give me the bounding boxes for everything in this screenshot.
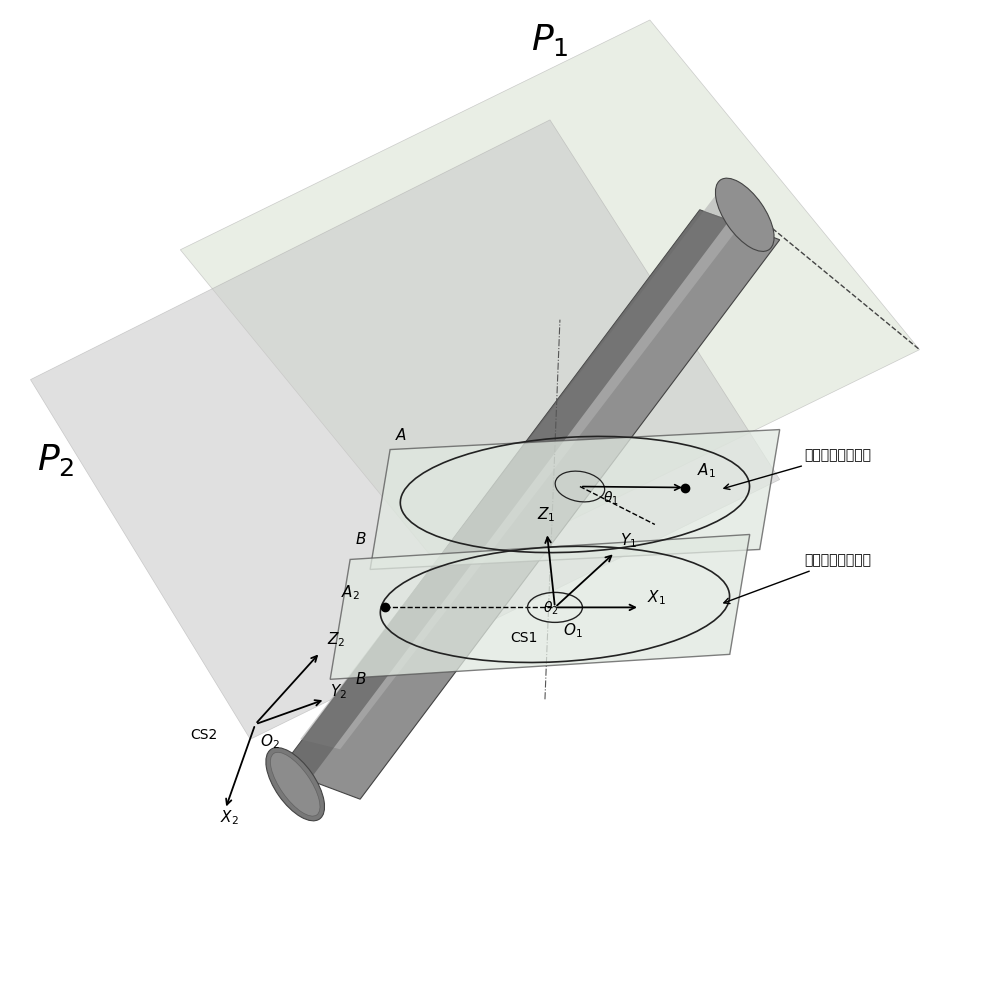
Text: $O_2$: $O_2$: [260, 732, 280, 751]
Polygon shape: [280, 210, 780, 799]
Text: $Z_1$: $Z_1$: [537, 505, 555, 524]
Polygon shape: [370, 430, 780, 569]
Text: $A$: $A$: [395, 427, 407, 443]
Polygon shape: [330, 534, 750, 679]
Text: $A_1$: $A_1$: [697, 462, 716, 481]
Text: $B$: $B$: [355, 531, 367, 547]
Text: $B$: $B$: [355, 671, 367, 687]
Polygon shape: [180, 20, 920, 579]
Polygon shape: [280, 210, 730, 779]
Text: $O_1$: $O_1$: [563, 621, 583, 640]
Text: $Y_1$: $Y_1$: [620, 531, 637, 550]
Text: CS1: CS1: [510, 631, 537, 645]
Polygon shape: [30, 120, 780, 739]
Text: CS2: CS2: [190, 728, 218, 742]
Text: $P_1$: $P_1$: [531, 22, 569, 58]
Ellipse shape: [266, 747, 325, 821]
Text: $X_2$: $X_2$: [220, 808, 239, 827]
Text: 内圈中心运动轨迹: 内圈中心运动轨迹: [724, 553, 872, 603]
Polygon shape: [300, 190, 760, 749]
Ellipse shape: [715, 178, 774, 252]
Text: $\theta_1$: $\theta_1$: [603, 490, 619, 506]
Text: $Y_2$: $Y_2$: [330, 682, 347, 701]
Text: $P_2$: $P_2$: [37, 442, 74, 478]
Text: $X_1$: $X_1$: [647, 588, 666, 607]
Text: 内圈中心运动轨迹: 内圈中心运动轨迹: [724, 449, 872, 490]
Ellipse shape: [270, 752, 320, 816]
Text: $\theta_2$: $\theta_2$: [543, 599, 559, 616]
Text: $A_2$: $A_2$: [341, 583, 360, 602]
Text: $Z_2$: $Z_2$: [327, 630, 346, 649]
